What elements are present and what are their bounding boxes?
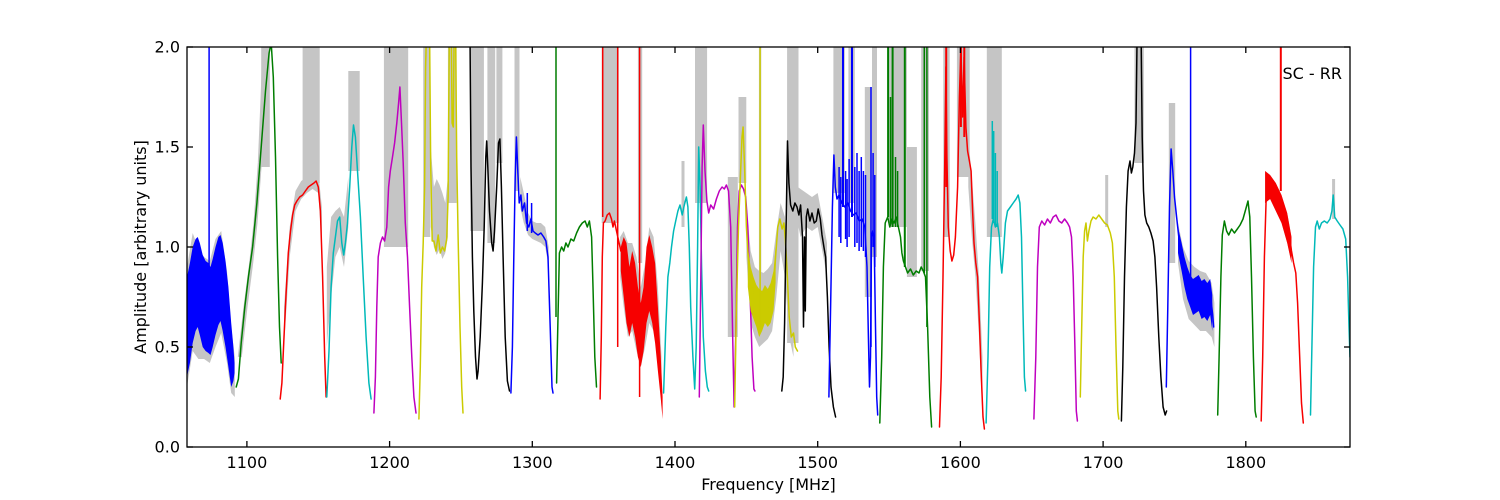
- x-tick-label: 1400: [655, 453, 696, 472]
- series-line-chunk-03: [279, 180, 327, 400]
- series-band-chunk-22: [1178, 227, 1213, 331]
- gray-column: [1168, 103, 1176, 263]
- gray-band: [284, 171, 322, 347]
- axes-layer: 1100 1200 1300 1400 1500 1600 1700 1800 0.0 0.5 1.…: [131, 38, 1351, 494]
- series-band-chunk-10: [620, 235, 663, 419]
- gray-column: [921, 47, 929, 271]
- x-tick-label: 1100: [227, 453, 268, 472]
- data-layer: [187, 47, 1350, 430]
- series-line-chunk-08: [510, 136, 554, 394]
- series-band-chunk-24: [1265, 171, 1292, 263]
- series-line-chunk-23: [1216, 200, 1257, 418]
- gray-column: [864, 87, 872, 297]
- x-tick-label: 1500: [797, 453, 838, 472]
- gray-column: [727, 177, 738, 337]
- y-tick-label: 1.5: [155, 138, 180, 157]
- series-line-chunk-20: [1079, 214, 1120, 420]
- series-line-chunk-14: [781, 140, 837, 418]
- gray-column: [833, 47, 845, 193]
- series-line-chunk-18: [985, 194, 1027, 424]
- gray-column: [496, 47, 503, 163]
- y-tick-label: 1.0: [155, 238, 180, 257]
- series-line-chunk-02: [235, 47, 282, 388]
- gray-column: [470, 47, 484, 231]
- series-line-chunk-13: [733, 126, 799, 408]
- x-tick-label: 1700: [1083, 453, 1124, 472]
- x-tick-label: 1300: [512, 453, 553, 472]
- gray-column: [423, 47, 431, 237]
- gray-column: [348, 71, 360, 171]
- series-line-chunk-24: [1260, 180, 1305, 424]
- gray-column: [261, 47, 270, 167]
- series-band-chunk-01: [187, 235, 235, 387]
- y-tick-label: 0.0: [155, 438, 180, 457]
- series-line-chunk-04: [326, 124, 372, 400]
- series-line-chunk-19: [1033, 214, 1079, 422]
- gray-band: [430, 147, 448, 259]
- x-tick-label: 1200: [369, 453, 410, 472]
- gray-column: [1134, 47, 1144, 163]
- y-axis-label: Amplitude [arbitrary units]: [131, 140, 150, 354]
- series-line-chunk-21: [1120, 47, 1168, 422]
- series-line-chunk-25: [1309, 194, 1350, 416]
- series-line-chunk-06: [418, 47, 464, 420]
- y-tick-label: 0.5: [155, 338, 180, 357]
- y-tick-label: 2.0: [155, 38, 180, 57]
- series-band-chunk-13: [747, 247, 776, 337]
- gray-column: [514, 47, 520, 191]
- gray-band: [789, 183, 827, 277]
- series-line-chunk-05: [373, 86, 417, 414]
- gray-column: [302, 47, 320, 183]
- gray-column: [872, 47, 877, 257]
- gray-band: [326, 177, 349, 347]
- series-line-chunk-22: [1165, 148, 1215, 388]
- series-line-chunk-09: [555, 220, 598, 388]
- gray-column: [487, 47, 496, 243]
- series-line-chunk-10: [599, 212, 622, 400]
- x-tick-label: 1800: [1225, 453, 1266, 472]
- gray-column: [601, 47, 619, 223]
- x-axis-label: Frequency [MHz]: [701, 475, 835, 494]
- gray-column: [906, 147, 917, 277]
- corner-annotation: SC - RR: [1282, 64, 1342, 83]
- x-tick-label: 1600: [940, 453, 981, 472]
- series-line-chunk-07: [469, 47, 511, 392]
